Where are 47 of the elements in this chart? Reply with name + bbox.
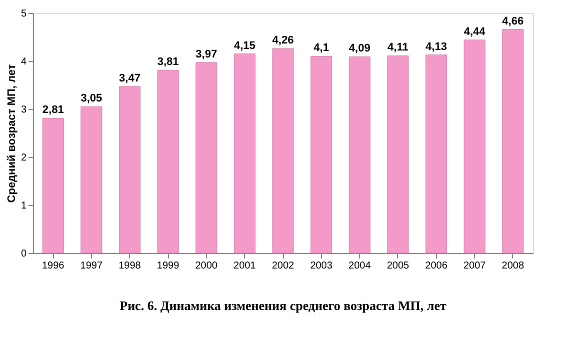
x-tick-label: 2001 [234,260,256,272]
x-tick-label: 1996 [42,260,65,272]
y-tick-label: 1 [20,200,27,212]
bar [425,54,448,254]
data-label: 4,09 [348,42,370,55]
bar [157,70,179,254]
bar [234,54,256,254]
text: Рис. 6. Динамика изменения среднего возраста МП, лет [120,298,447,313]
data-label: 4,26 [272,34,294,47]
x-tick-label: 2008 [502,260,524,272]
x-tick-label: 2000 [195,260,218,272]
bar [348,56,370,254]
data-label: 4,11 [388,42,408,54]
data-label: 3,47 [119,72,140,84]
bar [272,48,294,254]
data-label: 3,97 [196,48,218,60]
x-tick-label: 2005 [386,260,410,272]
data-label: 4,66 [502,15,524,28]
bar [387,55,409,254]
bar [118,86,141,254]
data-label: 2,81 [42,104,64,116]
y-tick-label: 3 [20,104,27,116]
data-label: 4,44 [464,26,486,38]
x-tick-label: 2006 [425,260,448,272]
data-label: 3,05 [80,92,102,105]
x-tick-label: 2002 [272,260,295,272]
y-tick-label: 0 [20,248,27,260]
x-tick-label: 2004 [348,260,372,272]
x-tick-label: 1997 [80,260,103,272]
y-tick-label: 5 [20,8,27,20]
x-tick-label: 2007 [463,260,486,272]
bar [42,118,64,254]
x-tick-label: 1998 [118,260,142,272]
data-label: 4,13 [426,40,447,53]
bar [80,106,102,254]
x-tick-label: 1999 [156,260,180,272]
bar [464,40,486,254]
data-label: 4,15 [234,40,256,52]
bar [196,62,218,254]
x-tick-label: 2003 [310,260,333,272]
y-tick-label: 4 [20,56,27,68]
bar [310,56,332,254]
data-label: 3,81 [157,56,179,68]
bar [502,29,524,254]
y-axis-title: Средний возраст МП, лет [6,64,18,203]
data-label: 4,1 [314,42,329,54]
y-tick-label: 2 [20,152,27,164]
